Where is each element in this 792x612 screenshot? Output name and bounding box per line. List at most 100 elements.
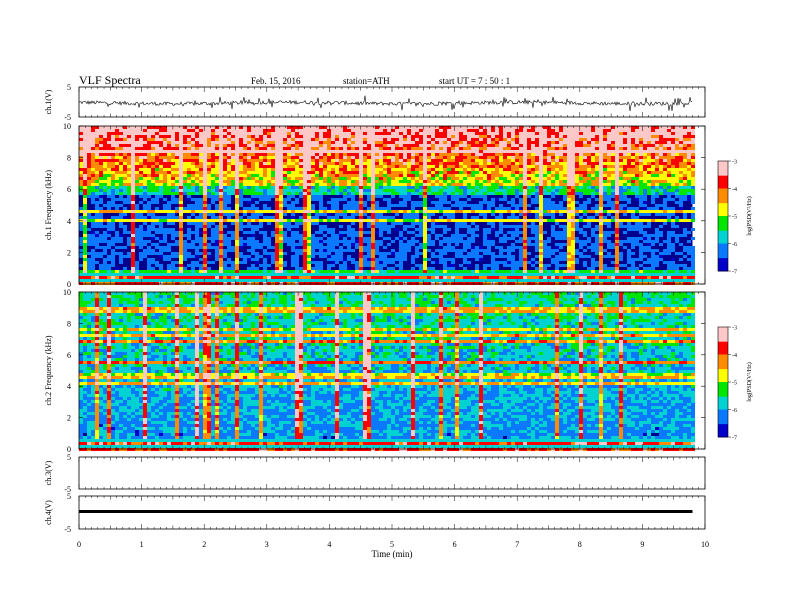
- ch1spec-cell: [635, 162, 639, 165]
- ch1spec-cell: [103, 126, 107, 129]
- ch1spec-cell: [411, 141, 415, 144]
- ch1spec-cell: [611, 219, 615, 222]
- ch1spec-cell: [599, 147, 603, 150]
- ch1spec-cell: [351, 153, 355, 156]
- ch1spec-cell: [299, 150, 303, 153]
- ch1spec-cell: [287, 183, 291, 186]
- ch1spec-cell: [167, 153, 171, 156]
- ch1spec-cell: [491, 147, 495, 150]
- ch1spec-cell: [283, 126, 287, 129]
- ch1spec-cell: [83, 177, 87, 180]
- ch1spec-cell: [367, 216, 371, 219]
- ch1spec-cell: [215, 228, 219, 231]
- ch1spec-cell: [271, 147, 275, 150]
- ch1spec-cell: [295, 168, 299, 171]
- ch1spec-cell: [427, 216, 431, 219]
- ch1spec-cell: [111, 204, 115, 207]
- ch1spec-cell: [119, 156, 123, 159]
- ch1spec-cell: [239, 198, 243, 201]
- ch1spec-cell: [247, 165, 251, 168]
- ch1spec-cell: [683, 189, 687, 192]
- ch1spec-cell: [635, 195, 639, 198]
- ch1spec-cell: [219, 171, 223, 174]
- ch1spec-cell: [587, 189, 591, 192]
- ch1spec-cell: [191, 150, 195, 153]
- ch1spec-cell: [543, 183, 547, 186]
- ch1spec-cell: [539, 201, 543, 204]
- ch1spec-cell: [263, 168, 267, 171]
- ch1spec-cell: [159, 195, 163, 198]
- ch1spec-cell: [611, 195, 615, 198]
- ch1spec-cell: [247, 225, 251, 228]
- ch1spec-cell: [179, 201, 183, 204]
- ch1spec-cell: [211, 198, 215, 201]
- ch1spec-cell: [459, 207, 463, 210]
- ch1spec-cell: [131, 216, 135, 219]
- ch1spec-cell: [551, 180, 555, 183]
- ch1spec-cell: [115, 210, 119, 213]
- ch1spec-cell: [355, 138, 359, 141]
- ch1spec-cell: [563, 171, 567, 174]
- ch1spec-cell: [667, 216, 671, 219]
- ch1spec-cell: [123, 210, 127, 213]
- ch1spec-cell: [435, 204, 439, 207]
- ch1spec-cell: [423, 180, 427, 183]
- ch1spec-cell: [215, 186, 219, 189]
- ch1spec-cell: [551, 210, 555, 213]
- ch1spec-cell: [327, 210, 331, 213]
- ch1spec-cell: [471, 192, 475, 195]
- ch1spec-cell: [419, 222, 423, 225]
- ch1spec-cell: [243, 138, 247, 141]
- ch1spec-cell: [675, 144, 679, 147]
- ch1spec-cell: [171, 219, 175, 222]
- ch1spec-cell: [439, 156, 443, 159]
- ch1spec-cell: [535, 126, 539, 129]
- ch1spec-cell: [503, 189, 507, 192]
- ch1spec-cell: [127, 153, 131, 156]
- ch1spec-cell: [647, 141, 651, 144]
- ch1spec-cell: [459, 210, 463, 213]
- ch1spec-cell: [567, 180, 571, 183]
- ch1spec-cell: [531, 186, 535, 189]
- ch1spec-cell: [271, 132, 275, 135]
- ch1spec-cell: [387, 192, 391, 195]
- ch1spec-cell: [203, 177, 207, 180]
- ch1spec-cell: [175, 162, 179, 165]
- ch1spec-cell: [299, 126, 303, 129]
- ch1spec-cell: [283, 192, 287, 195]
- ch1spec-cell: [183, 207, 187, 210]
- ch1spec-cell: [103, 180, 107, 183]
- ch1spec-cell: [547, 180, 551, 183]
- ch1spec-cell: [235, 210, 239, 213]
- ch1spec-cell: [647, 153, 651, 156]
- ch1spec-cell: [675, 162, 679, 165]
- ch1spec-cell: [95, 180, 99, 183]
- ch1spec-cell: [311, 216, 315, 219]
- ch1spec-cell: [147, 225, 151, 228]
- ch1spec-cell: [239, 180, 243, 183]
- ch1spec-cell: [123, 159, 127, 162]
- ch1spec-cell: [151, 138, 155, 141]
- ch1spec-cell: [247, 219, 251, 222]
- ch1spec-cell: [499, 192, 503, 195]
- ch1spec-cell: [371, 153, 375, 156]
- ch1spec-cell: [183, 165, 187, 168]
- ch1spec-cell: [635, 198, 639, 201]
- ch1spec-cell: [383, 207, 387, 210]
- ch1spec-cell: [383, 210, 387, 213]
- ch1spec-cell: [603, 216, 607, 219]
- ch1spec-cell: [639, 189, 643, 192]
- ch1spec-cell: [455, 132, 459, 135]
- ch1spec-cell: [251, 135, 255, 138]
- ch1spec-cell: [235, 222, 239, 225]
- ch1spec-cell: [379, 192, 383, 195]
- ch1spec-cell: [527, 147, 531, 150]
- ch1spec-cell: [203, 153, 207, 156]
- ch1spec-cell: [475, 192, 479, 195]
- ch1spec-cell: [495, 192, 499, 195]
- ch1spec-cell: [351, 126, 355, 129]
- ch1spec-cell: [539, 219, 543, 222]
- ch1spec-cell: [119, 159, 123, 162]
- ch1spec-cell: [627, 186, 631, 189]
- ch1spec-cell: [559, 204, 563, 207]
